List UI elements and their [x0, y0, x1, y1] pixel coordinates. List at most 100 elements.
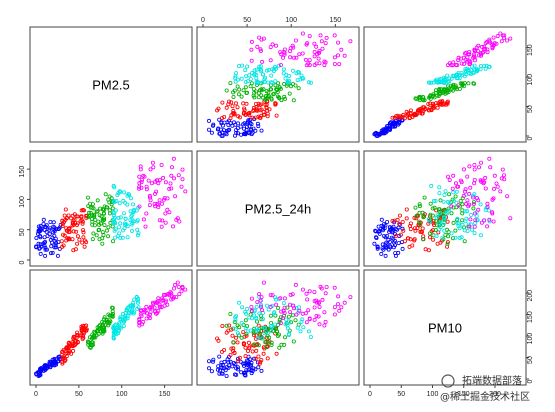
data-point [66, 344, 71, 349]
data-point [241, 111, 246, 116]
data-point [339, 305, 344, 310]
data-point [469, 212, 474, 217]
data-point [455, 216, 460, 221]
data-point [408, 221, 413, 226]
panel-pm25_24h-vs-pm25_24h: PM2.5_24h [196, 150, 360, 267]
data-point [148, 167, 153, 172]
data-point [48, 219, 53, 224]
data-point [391, 120, 396, 125]
data-point [395, 113, 400, 118]
data-point [263, 94, 268, 99]
panel-pm25-vs-pm25_24h [196, 26, 360, 143]
tick-label: 100 [19, 196, 26, 208]
data-point [306, 80, 311, 85]
data-point [268, 292, 273, 297]
data-point [179, 184, 184, 189]
data-point [290, 292, 295, 297]
data-point [434, 215, 439, 220]
data-point [222, 347, 227, 352]
data-point [462, 239, 467, 244]
data-point [471, 201, 476, 206]
data-point [320, 297, 325, 302]
data-point [262, 79, 267, 84]
data-point [492, 173, 497, 178]
data-point [263, 102, 268, 107]
data-point [53, 243, 58, 248]
tick-label: 150 [527, 44, 534, 56]
data-point [285, 80, 290, 85]
data-point [60, 361, 65, 366]
data-point [137, 174, 142, 179]
data-point [255, 327, 260, 332]
data-point [243, 354, 248, 359]
data-point [273, 83, 278, 88]
data-point [122, 315, 127, 320]
data-point [274, 302, 279, 307]
data-point [274, 113, 279, 118]
data-point [79, 214, 84, 219]
data-point [288, 310, 293, 315]
data-point [120, 235, 125, 240]
data-point [288, 84, 293, 89]
data-point [183, 189, 188, 194]
data-point [406, 236, 411, 241]
data-point [281, 67, 286, 72]
data-point [254, 304, 259, 309]
data-point [297, 308, 302, 313]
tick-label: 0 [34, 391, 38, 398]
data-point [307, 34, 312, 39]
data-point [54, 241, 59, 246]
data-point [211, 122, 216, 127]
data-point [498, 31, 503, 36]
data-point [282, 296, 287, 301]
data-point [500, 167, 505, 172]
data-point [412, 237, 417, 242]
data-point [296, 86, 301, 91]
data-point [498, 189, 503, 194]
variable-label: PM10 [428, 321, 462, 336]
data-point [66, 229, 71, 234]
data-point [443, 233, 448, 238]
data-point [146, 178, 151, 183]
tick-label: 50 [75, 391, 83, 398]
data-point [122, 190, 127, 195]
data-point [256, 323, 261, 328]
data-point [48, 251, 53, 256]
data-point [445, 241, 450, 246]
data-point [261, 351, 266, 356]
tick-label: 150 [527, 311, 534, 323]
data-point [139, 313, 144, 318]
data-point [291, 55, 296, 60]
data-point [115, 192, 120, 197]
data-point [243, 68, 248, 73]
data-point [415, 226, 420, 231]
data-point [468, 217, 473, 222]
data-point [63, 357, 68, 362]
data-point [97, 237, 102, 242]
data-point [258, 64, 263, 69]
data-point [244, 311, 249, 316]
tick-label: 100 [527, 333, 534, 345]
data-point [332, 55, 337, 60]
data-point [480, 50, 485, 55]
data-point [332, 285, 337, 290]
data-point [44, 223, 49, 228]
data-point [248, 77, 253, 82]
data-point [415, 213, 420, 218]
data-point [248, 84, 253, 89]
data-point [395, 217, 400, 222]
data-point [36, 241, 41, 246]
data-point [301, 76, 306, 81]
data-point [386, 237, 391, 242]
data-point [287, 91, 292, 96]
data-point [243, 309, 248, 314]
data-point [169, 165, 174, 170]
data-point [471, 200, 476, 205]
data-point [137, 317, 142, 322]
data-point [81, 230, 86, 235]
data-point [256, 124, 261, 129]
data-point [253, 367, 258, 372]
data-point [237, 355, 242, 360]
data-point [98, 221, 103, 226]
data-point [430, 213, 435, 218]
